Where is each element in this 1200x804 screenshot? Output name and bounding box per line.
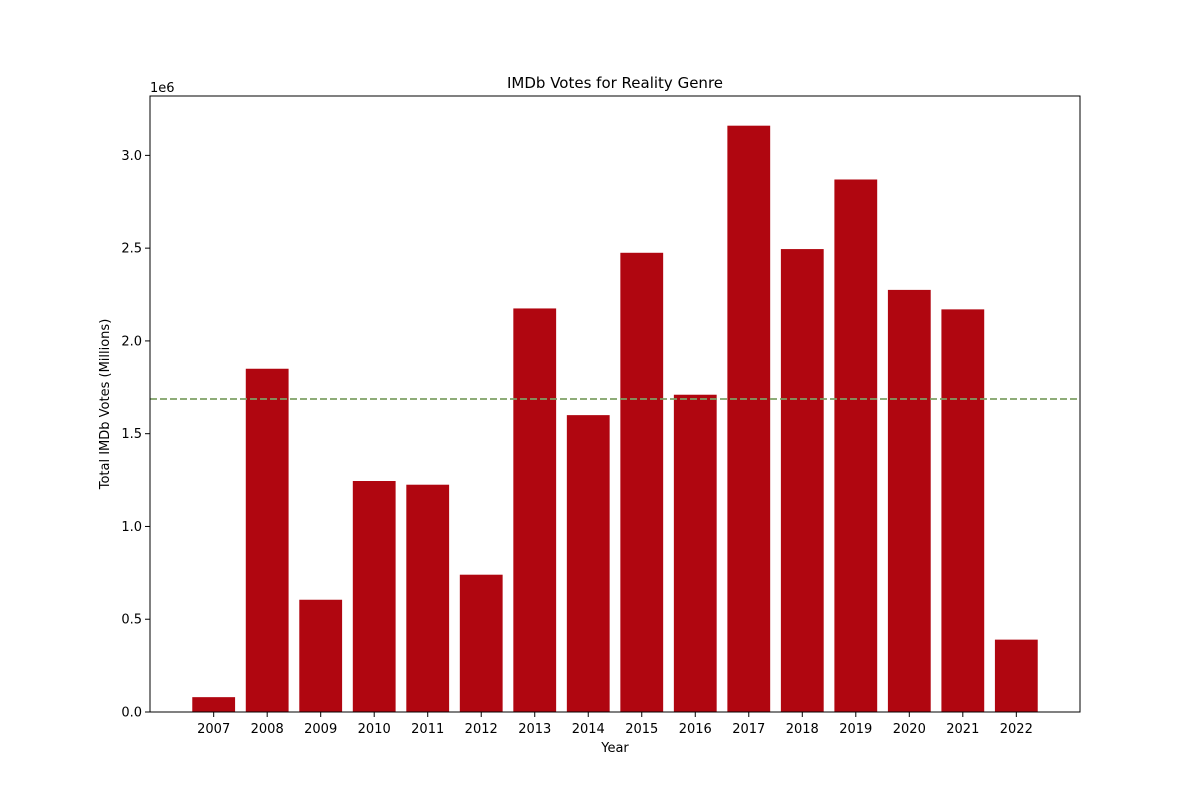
x-tick-label: 2019	[839, 722, 872, 737]
bar-2011	[406, 484, 450, 712]
bar-2021	[941, 309, 985, 712]
bar-2016	[673, 394, 717, 712]
plot-frame	[149, 95, 1081, 713]
x-tick-label: 2008	[251, 722, 284, 737]
y-tick-label: 3.0	[121, 149, 142, 164]
y-axis-ticks: 0.0 0.5 1.0 1.5 2.0 2.5 3.0	[121, 149, 150, 721]
bar-2007	[192, 697, 236, 712]
bar-2008	[245, 368, 289, 712]
y-tick-label: 0.0	[121, 706, 142, 721]
x-tick-label: 2016	[679, 722, 712, 737]
x-tick-label: 2022	[1000, 722, 1033, 737]
bar-2015	[620, 252, 664, 712]
bar-2017	[727, 125, 771, 712]
y-offset-label: 1e6	[150, 81, 175, 96]
x-tick-label: 2021	[946, 722, 979, 737]
x-tick-label: 2013	[518, 722, 551, 737]
x-tick-label: 2012	[465, 722, 498, 737]
y-axis-label: Total IMDb Votes (Millions)	[98, 319, 113, 491]
y-tick-label: 1.0	[121, 520, 142, 535]
x-tick-label: 2017	[732, 722, 765, 737]
y-tick-label: 2.0	[121, 334, 142, 349]
bar-2012	[459, 574, 503, 712]
bar-2010	[352, 481, 396, 712]
x-tick-label: 2015	[625, 722, 658, 737]
x-tick-label: 2007	[197, 722, 230, 737]
bar-2020	[887, 289, 931, 712]
x-tick-label: 2010	[358, 722, 391, 737]
x-tick-label: 2018	[786, 722, 819, 737]
x-axis-label: Year	[600, 741, 629, 756]
bar-2022	[994, 639, 1038, 712]
x-tick-label: 2020	[893, 722, 926, 737]
x-tick-label: 2009	[304, 722, 337, 737]
bar-2019	[834, 179, 878, 713]
bars-group	[192, 125, 1038, 713]
x-axis-ticks: 2007 2008 2009 2010 2011 2012 2013 2014 2015 2016…	[197, 712, 1033, 737]
x-tick-label: 2011	[411, 722, 444, 737]
y-tick-label: 2.5	[121, 242, 142, 257]
y-tick-label: 0.5	[121, 613, 142, 628]
bar-2013	[513, 308, 557, 712]
chart-title: IMDb Votes for Reality Genre	[507, 74, 723, 92]
y-tick-label: 1.5	[121, 427, 142, 442]
x-tick-label: 2014	[572, 722, 605, 737]
bar-2018	[780, 249, 824, 712]
bar-2014	[566, 415, 610, 712]
bar-2009	[299, 599, 343, 712]
